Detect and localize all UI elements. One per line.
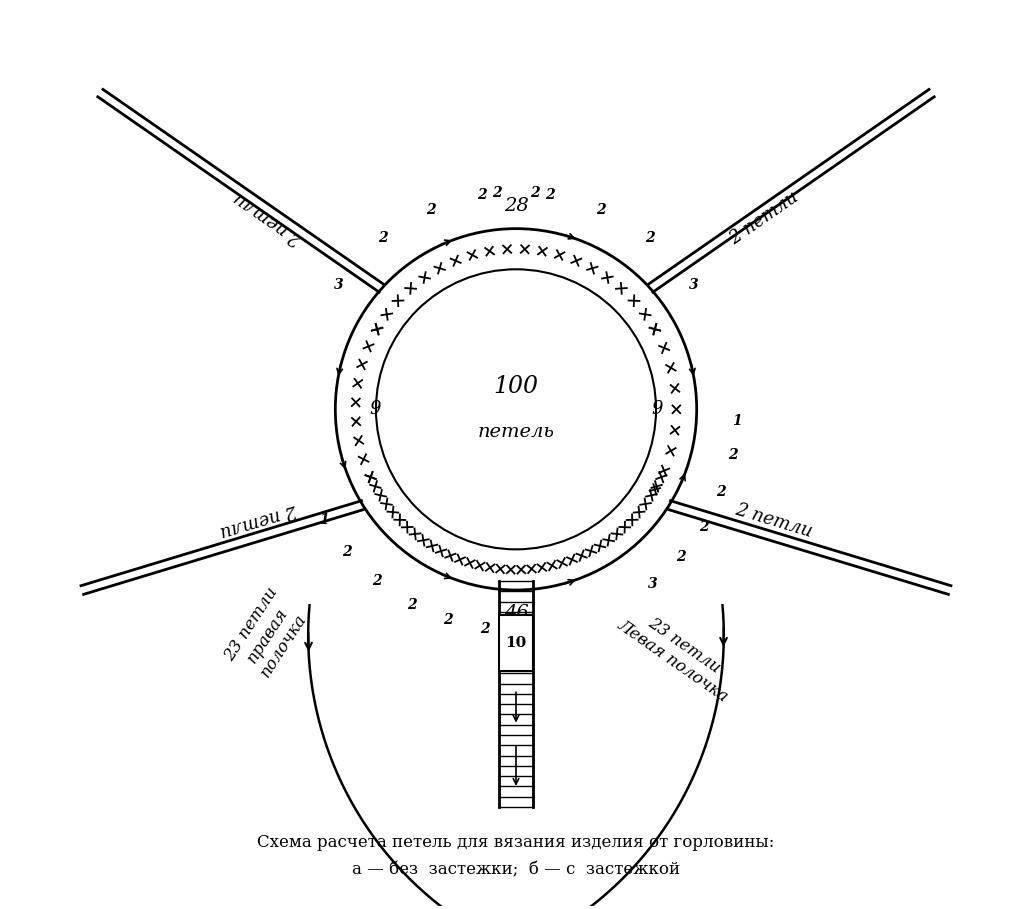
Text: 2: 2 (699, 520, 709, 534)
Text: 2: 2 (378, 232, 387, 245)
Text: 46: 46 (504, 604, 528, 622)
Text: 2: 2 (595, 203, 606, 216)
Text: 10: 10 (506, 636, 526, 650)
Text: 2 петли: 2 петли (218, 500, 299, 541)
Text: Схема расчета петель для вязания изделия от горловины:: Схема расчета петель для вязания изделия… (257, 834, 775, 852)
Text: 3: 3 (333, 278, 344, 292)
Text: 3: 3 (647, 576, 657, 591)
Text: 2 петли: 2 петли (725, 188, 802, 248)
Text: 2: 2 (492, 186, 502, 200)
Text: 2: 2 (372, 574, 382, 588)
Text: 9: 9 (369, 400, 381, 418)
Text: 3: 3 (688, 278, 699, 292)
Text: 1: 1 (320, 513, 329, 527)
Text: 2: 2 (480, 622, 490, 635)
Text: 2: 2 (545, 188, 555, 202)
Text: 3: 3 (519, 624, 528, 637)
Text: а — без  застежки;  б — с  застежкой: а — без застежки; б — с застежкой (352, 862, 680, 879)
Text: 2: 2 (342, 544, 351, 559)
Text: 2: 2 (530, 186, 540, 200)
Text: петель: петель (478, 423, 554, 441)
Text: 28: 28 (504, 197, 528, 215)
Text: 2: 2 (728, 448, 737, 463)
Text: 2: 2 (676, 551, 685, 564)
Text: 1: 1 (733, 414, 742, 428)
Text: 100: 100 (493, 375, 539, 398)
Text: 2: 2 (408, 598, 417, 612)
Text: 2 петли: 2 петли (733, 500, 814, 541)
Text: 2: 2 (477, 188, 487, 202)
Text: 23 петли
правая
полочка: 23 петли правая полочка (221, 584, 314, 685)
Text: 2 петли: 2 петли (230, 188, 307, 248)
Text: 2: 2 (716, 485, 727, 499)
Text: 2: 2 (426, 203, 437, 216)
Text: 9: 9 (651, 400, 663, 418)
Text: 2: 2 (443, 613, 452, 627)
Text: 23 петли
Левая полочка: 23 петли Левая полочка (614, 601, 743, 705)
Bar (498, 614, 534, 672)
Text: 2: 2 (645, 232, 654, 245)
